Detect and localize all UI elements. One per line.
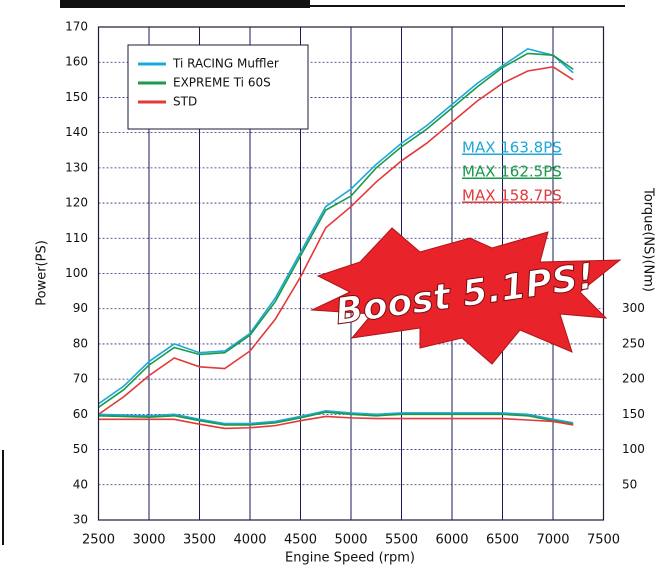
y-tick-label: 90 bbox=[73, 301, 88, 315]
max-annotation: MAX 163.8PS bbox=[462, 139, 562, 157]
data-line bbox=[99, 416, 574, 428]
x-tick-label: 5500 bbox=[385, 533, 418, 548]
x-tick-label: 4500 bbox=[284, 533, 317, 548]
y2-tick-label: 250 bbox=[622, 336, 645, 350]
y-tick-label: 130 bbox=[65, 160, 88, 174]
chart: Ti RACING MufflerEXPREME Ti 60SSTD Boost… bbox=[0, 0, 659, 568]
x-tick-label: 7500 bbox=[587, 533, 620, 548]
max-annotation: MAX 158.7PS bbox=[462, 187, 562, 205]
header-bar bbox=[60, 0, 310, 8]
y2-tick-label: 150 bbox=[622, 407, 645, 421]
y-tick-label: 40 bbox=[73, 477, 88, 491]
y-tick-label: 30 bbox=[73, 513, 88, 527]
legend-label: STD bbox=[173, 95, 197, 109]
max-annotation: MAX 162.5PS bbox=[462, 163, 562, 181]
y-tick-label: 120 bbox=[65, 196, 88, 210]
x-tick-label: 2500 bbox=[82, 533, 115, 548]
y-tick-label: 140 bbox=[65, 125, 88, 139]
y2-axis-label: Torque(NS)(Nm) bbox=[641, 187, 656, 292]
x-tick-label: 7000 bbox=[536, 533, 569, 548]
x-axis-label: Engine Speed (rpm) bbox=[285, 551, 415, 566]
y-tick-label: 100 bbox=[65, 266, 88, 280]
legend-label: Ti RACING Muffler bbox=[172, 57, 279, 71]
x-tick-label: 5000 bbox=[334, 533, 367, 548]
y-tick-label: 150 bbox=[65, 90, 88, 104]
y2-tick-label: 50 bbox=[622, 477, 637, 491]
legend-label: EXPREME Ti 60S bbox=[173, 76, 271, 90]
page: Ti RACING MufflerEXPREME Ti 60SSTD Boost… bbox=[0, 0, 659, 568]
y-tick-label: 50 bbox=[73, 442, 88, 456]
y-axis-label: Power(PS) bbox=[35, 240, 50, 306]
y-tick-label: 70 bbox=[73, 372, 88, 386]
y2-tick-label: 200 bbox=[622, 372, 645, 386]
x-tick-label: 6500 bbox=[486, 533, 519, 548]
y-tick-label: 110 bbox=[65, 231, 88, 245]
y-tick-label: 160 bbox=[65, 55, 88, 69]
x-tick-label: 3500 bbox=[183, 533, 216, 548]
y-tick-label: 170 bbox=[65, 20, 88, 34]
x-tick-label: 4000 bbox=[233, 533, 266, 548]
x-tick-label: 3000 bbox=[132, 533, 165, 548]
x-tick-label: 6000 bbox=[435, 533, 468, 548]
y-tick-label: 80 bbox=[73, 336, 88, 350]
y2-tick-label: 300 bbox=[622, 301, 645, 315]
y2-tick-label: 100 bbox=[622, 442, 645, 456]
y-tick-label: 60 bbox=[73, 407, 88, 421]
